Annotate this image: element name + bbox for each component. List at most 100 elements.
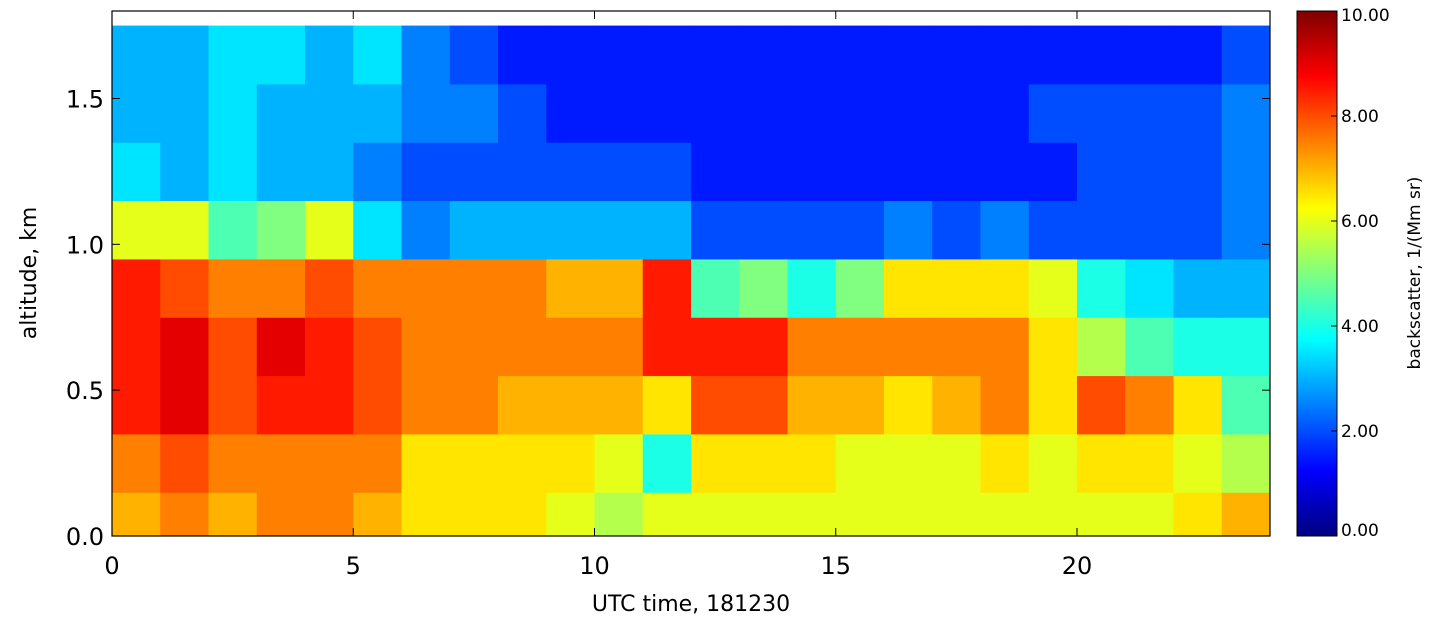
heatmap-cell: [835, 258, 885, 318]
heatmap-cell: [208, 25, 258, 85]
heatmap-cell: [449, 142, 499, 202]
x-tick-label: 15: [820, 552, 851, 580]
heatmap-cell: [642, 492, 692, 536]
heatmap-cell: [305, 83, 354, 143]
heatmap-cell: [208, 375, 258, 435]
heatmap-cell: [691, 83, 740, 143]
heatmap-cell: [691, 492, 740, 536]
heatmap-cell: [160, 433, 209, 493]
colorbar-tick-label: 10.00: [1341, 6, 1390, 26]
y-axis: 0.0 0.5 1.0 1.5 altitude, km: [17, 86, 1270, 551]
heatmap-cell: [160, 83, 209, 143]
heatmap-cell: [160, 375, 209, 435]
heatmap-cell: [739, 492, 788, 536]
heatmap-cell: [305, 492, 354, 536]
heatmap-cell: [112, 433, 161, 493]
heatmap-cell: [1221, 375, 1270, 435]
heatmap-cell: [1173, 25, 1223, 85]
heatmap-cell: [884, 433, 933, 493]
heatmap-cell: [256, 25, 306, 85]
heatmap-cell: [353, 375, 402, 435]
heatmap-cell: [1077, 317, 1126, 377]
heatmap-cell: [835, 142, 885, 202]
heatmap-cell: [401, 375, 451, 435]
heatmap-cell: [642, 142, 692, 202]
heatmap-cell: [787, 492, 837, 536]
heatmap-cell: [160, 142, 209, 202]
heatmap-cell: [835, 317, 885, 377]
heatmap-cell: [980, 258, 1030, 318]
heatmap-cell: [449, 317, 499, 377]
heatmap-cell: [787, 83, 837, 143]
heatmap-cell: [1125, 375, 1174, 435]
heatmap-cell: [739, 317, 788, 377]
x-tick-label: 20: [1062, 552, 1093, 580]
heatmap-cell: [642, 433, 692, 493]
heatmap-cell: [835, 200, 885, 260]
heatmap-cell: [932, 492, 981, 536]
heatmap-cell: [787, 200, 837, 260]
heatmap-cell: [498, 375, 547, 435]
heatmap-cell: [932, 375, 981, 435]
x-tick-label: 0: [104, 552, 119, 580]
heatmap-cell: [546, 142, 595, 202]
heatmap-cell: [739, 258, 788, 318]
colorbar-scale: [1296, 10, 1338, 537]
heatmap-cell: [1077, 200, 1126, 260]
heatmap-cell: [1173, 200, 1223, 260]
heatmap-cell: [787, 433, 837, 493]
heatmap-cell: [449, 258, 499, 318]
heatmap-cell: [1125, 25, 1174, 85]
heatmap-cell: [1125, 492, 1174, 536]
heatmap-cell: [932, 142, 981, 202]
heatmap-cell: [1077, 142, 1126, 202]
colorbar-tick-label: 6.00: [1341, 212, 1379, 232]
heatmap-cell: [980, 492, 1030, 536]
heatmap-cell: [1173, 83, 1223, 143]
heatmap-cell: [1125, 433, 1174, 493]
heatmap-cell: [835, 25, 885, 85]
heatmap-cell: [739, 375, 788, 435]
heatmap-cell: [112, 258, 161, 318]
y-tick-label: 1.5: [66, 86, 104, 114]
heatmap-cell: [835, 375, 885, 435]
colorbar-tick-label: 8.00: [1341, 107, 1379, 127]
heatmap-cell: [787, 317, 837, 377]
heatmap-cell: [980, 142, 1030, 202]
heatmap-cell: [1125, 83, 1174, 143]
heatmap-cell: [787, 258, 837, 318]
heatmap-cell: [305, 258, 354, 318]
heatmap-cell: [980, 200, 1030, 260]
heatmap-cell: [739, 83, 788, 143]
heatmap-cell: [449, 25, 499, 85]
heatmap-cell: [546, 492, 595, 536]
heatmap-cell: [884, 142, 933, 202]
y-tick-label: 1.0: [66, 231, 104, 259]
heatmap-cell: [208, 433, 258, 493]
heatmap-cell: [449, 433, 499, 493]
heatmap-cell: [112, 200, 161, 260]
heatmap-cell: [594, 200, 644, 260]
heatmap-cell: [739, 200, 788, 260]
heatmap-cell: [401, 433, 451, 493]
heatmap-cell: [980, 433, 1030, 493]
heatmap-cell: [691, 258, 740, 318]
heatmap-cell: [353, 200, 402, 260]
heatmap-cell: [208, 258, 258, 318]
heatmap-cell: [546, 83, 595, 143]
heatmap-cell: [594, 258, 644, 318]
heatmap-cell: [884, 492, 933, 536]
heatmap-cell: [208, 83, 258, 143]
x-tick-label: 5: [346, 552, 361, 580]
heatmap-cell: [1173, 258, 1223, 318]
heatmap-cell: [642, 258, 692, 318]
heatmap-cell: [305, 25, 354, 85]
heatmap-cell: [932, 258, 981, 318]
heatmap-cell: [353, 492, 402, 536]
heatmap-cell: [1125, 200, 1174, 260]
y-axis-label: altitude, km: [17, 207, 42, 340]
heatmap-cell: [256, 375, 306, 435]
heatmap-cell: [835, 492, 885, 536]
heatmap-cell: [787, 375, 837, 435]
heatmap-cell: [256, 433, 306, 493]
